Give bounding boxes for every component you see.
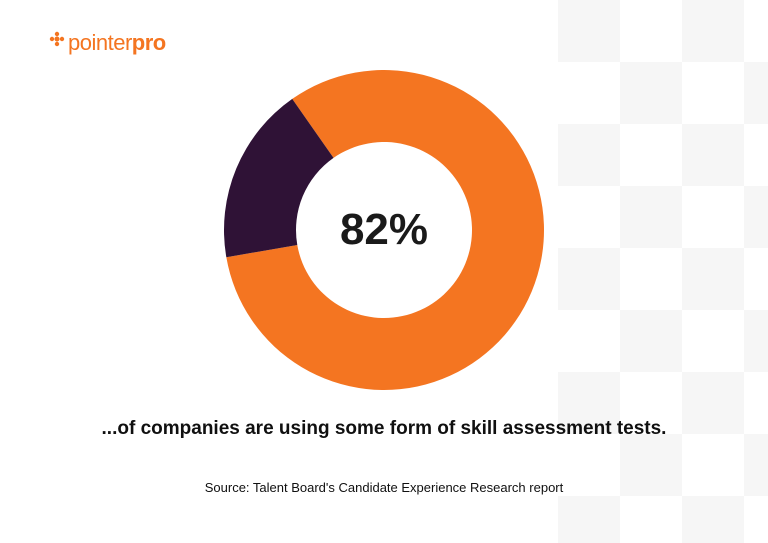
brand-logo: pointerpro: [48, 30, 166, 56]
brand-name-right: pro: [132, 30, 166, 55]
donut-center-label: 82%: [340, 205, 428, 255]
donut-chart: 82%: [224, 70, 544, 390]
brand-name: pointerpro: [68, 30, 166, 56]
pointer-plus-icon: [48, 30, 66, 53]
source-text: Source: Talent Board's Candidate Experie…: [0, 480, 768, 495]
caption-text: ...of companies are using some form of s…: [0, 418, 768, 440]
brand-name-left: pointer: [68, 30, 132, 55]
